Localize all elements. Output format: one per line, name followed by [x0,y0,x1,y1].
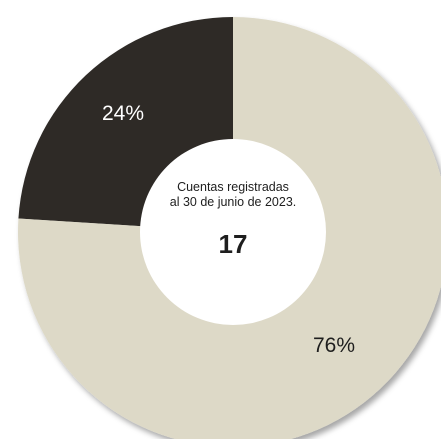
slice-label-2: 76% [313,334,355,357]
slice-label-1: 24% [102,102,144,125]
slice-labels-group: 24% 76% [102,102,355,357]
donut-hole [140,139,326,325]
donut-slice-2 [18,17,441,439]
center-caption-line1: Cuentas registradas [177,180,289,194]
center-value: 17 [218,229,248,259]
center-summary: Cuentas registradas al 30 de junio de 20… [140,180,326,260]
center-caption-line2: al 30 de junio de 2023. [169,195,297,209]
